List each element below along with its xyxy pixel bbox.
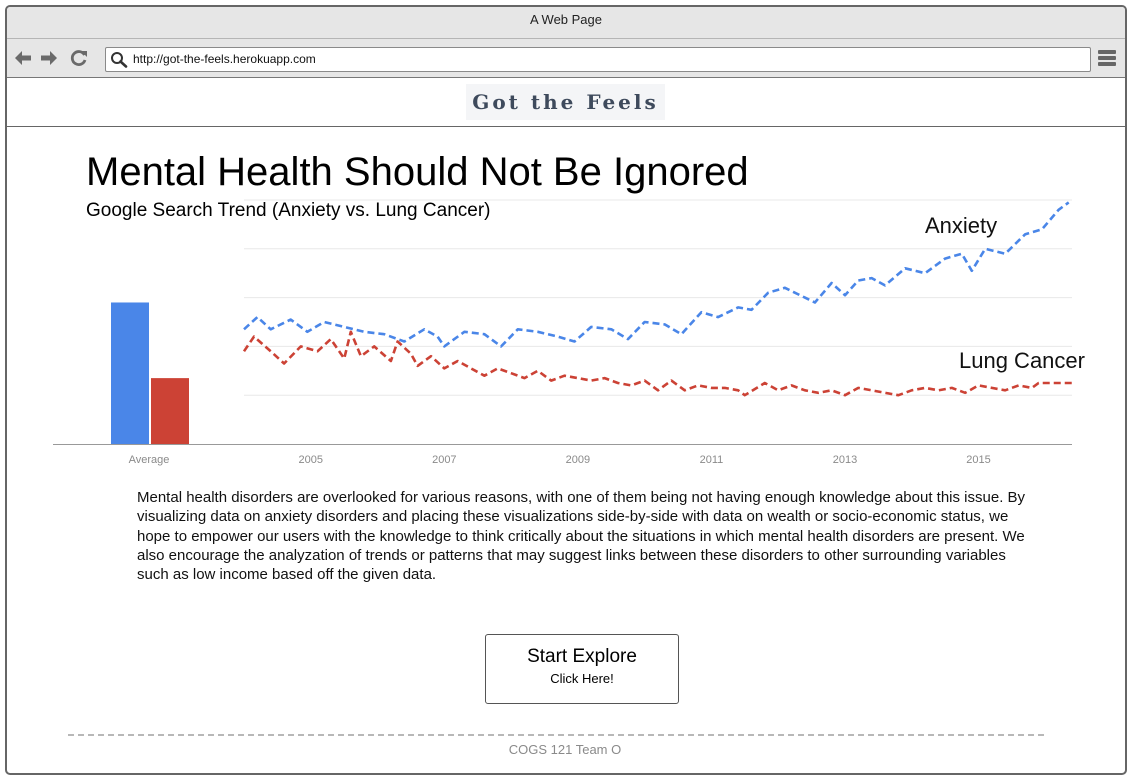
series-label-anxiety: Anxiety (925, 213, 997, 238)
menu-icon[interactable] (1098, 50, 1116, 66)
address-bar[interactable]: http://got-the-feels.herokuapp.com (105, 47, 1091, 72)
footer-divider (68, 734, 1044, 736)
average-label: Average (129, 454, 170, 466)
start-explore-label: Start Explore (527, 646, 637, 667)
description-text: Mental health disorders are overlooked f… (137, 489, 1026, 584)
x-tick-label: 2005 (299, 454, 323, 466)
series-line-lung-cancer (242, 330, 1072, 397)
average-bar-lung-cancer (151, 378, 189, 444)
x-tick-label: 2011 (700, 454, 724, 466)
page-title: Mental Health Should Not Be Ignored (86, 150, 749, 194)
average-bar-anxiety (111, 302, 149, 444)
x-tick-label: 2013 (833, 454, 857, 466)
url-text: http://got-the-feels.herokuapp.com (133, 52, 316, 66)
window-title-bar: A Web Page (7, 7, 1125, 39)
x-tick-label: 2015 (966, 454, 990, 466)
chart-subtitle: Google Search Trend (Anxiety vs. Lung Ca… (86, 200, 491, 221)
site-header: Got the Feels (7, 78, 1125, 127)
trend-chart: Average 2005 2007 2009 2011 2013 2015 Anxiety Lu… (53, 199, 1085, 466)
start-explore-button[interactable]: Start Explore Click Here! (485, 634, 679, 704)
site-brand[interactable]: Got the Feels (466, 84, 665, 120)
search-icon (110, 51, 128, 73)
click-here-label: Click Here! (550, 671, 614, 686)
window-title: A Web Page (529, 12, 603, 27)
back-arrow-icon[interactable] (13, 48, 33, 68)
series-label-lung-cancer: Lung Cancer (959, 348, 1085, 373)
x-tick-label: 2007 (432, 454, 456, 466)
x-tick-label: 2009 (566, 454, 590, 466)
forward-arrow-icon[interactable] (39, 48, 59, 68)
reload-icon[interactable] (69, 48, 89, 68)
footer-text: COGS 121 Team O (508, 742, 622, 757)
browser-toolbar: http://got-the-feels.herokuapp.com (7, 39, 1125, 78)
